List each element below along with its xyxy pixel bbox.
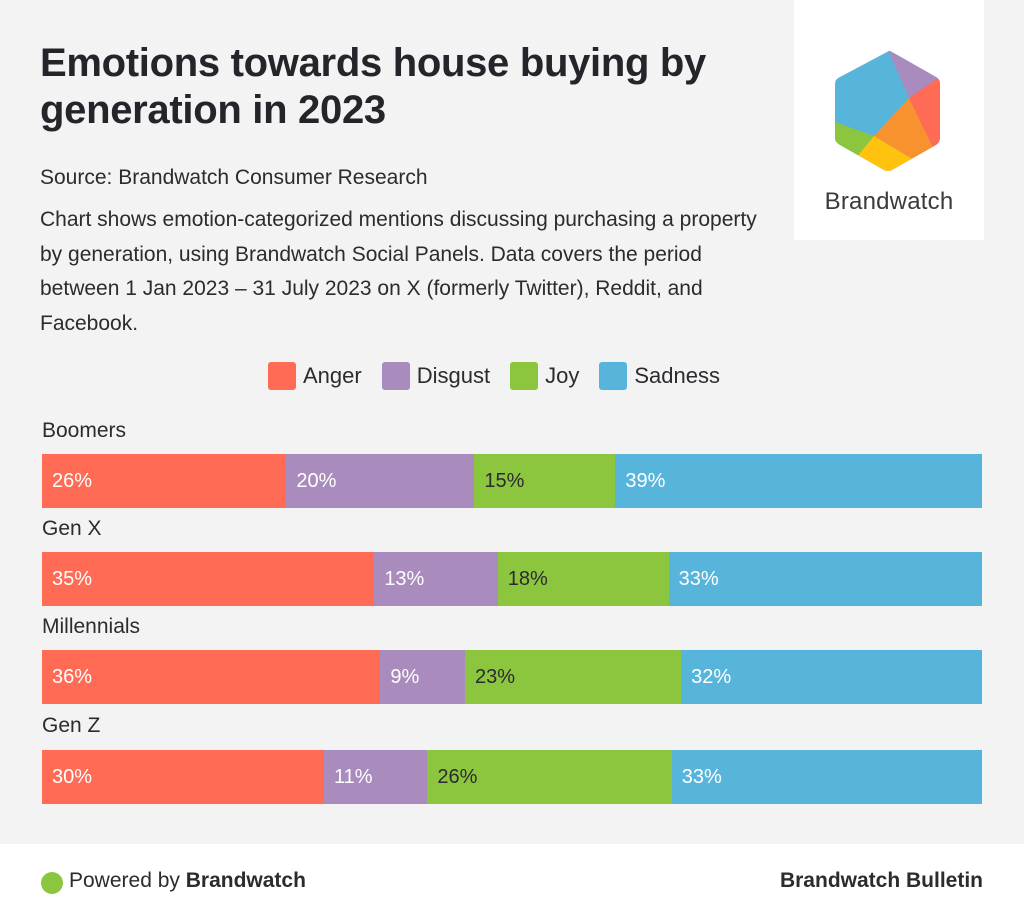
legend-label: Anger bbox=[303, 363, 362, 388]
brandwatch-logo: Brandwatch bbox=[794, 0, 984, 240]
legend-label: Disgust bbox=[416, 363, 491, 388]
bar-segment-disgust: 20% bbox=[286, 454, 475, 508]
legend-item-sadness: Sadness bbox=[599, 362, 720, 390]
bar-segment-joy: 18% bbox=[497, 552, 669, 606]
chart-title: Emotions towards house buying by generat… bbox=[40, 41, 707, 132]
chart-description: Chart shows emotion-categorized mentions… bbox=[40, 208, 757, 335]
category-label: Gen X bbox=[42, 517, 102, 540]
category-label: Millennials bbox=[42, 615, 141, 638]
bar-segment-sadness: 33% bbox=[671, 750, 982, 804]
bar-segment-disgust: 9% bbox=[380, 650, 465, 704]
bar-segment-joy: 15% bbox=[474, 454, 616, 508]
legend-label: Sadness bbox=[634, 363, 720, 388]
bar-segment-joy: 23% bbox=[464, 650, 682, 704]
powered-by: Powered by Brandwatch bbox=[69, 869, 306, 893]
bar-row-millennials: 36% 9% 23% 32% bbox=[42, 650, 982, 704]
category-label: Boomers bbox=[42, 419, 127, 442]
powered-by-brand: Brandwatch bbox=[185, 869, 306, 892]
legend-swatch-joy bbox=[510, 362, 539, 390]
category-label: Gen Z bbox=[42, 714, 101, 737]
legend-swatch-anger bbox=[268, 362, 296, 390]
bar-segment-anger: 30% bbox=[42, 750, 324, 804]
bar-segment-anger: 36% bbox=[42, 650, 381, 704]
chart-legend: Anger Disgust Joy Sadness bbox=[268, 360, 740, 392]
bar-segment-joy: 26% bbox=[427, 750, 672, 804]
footer: Powered by Brandwatch Brandwatch Bulleti… bbox=[0, 844, 1024, 920]
bar-segment-sadness: 32% bbox=[681, 650, 982, 704]
bar-segment-anger: 35% bbox=[42, 552, 375, 606]
bar-row-boomers: 26% 20% 15% 39% bbox=[42, 454, 982, 508]
legend-item-joy: Joy bbox=[510, 362, 579, 390]
bar-segment-anger: 26% bbox=[42, 454, 287, 508]
legend-swatch-sadness bbox=[599, 362, 628, 390]
bar-row-gen-z: 30% 11% 26% 33% bbox=[42, 750, 982, 804]
bar-segment-sadness: 33% bbox=[668, 552, 982, 606]
logo-wordmark: Brandwatch bbox=[824, 188, 954, 215]
bar-segment-disgust: 11% bbox=[324, 750, 428, 804]
logo-segment-red bbox=[909, 74, 940, 150]
brandwatch-bulletin-label: Brandwatch Bulletin bbox=[779, 869, 983, 892]
bar-segment-disgust: 13% bbox=[374, 552, 498, 606]
legend-label: Joy bbox=[545, 363, 580, 388]
logo-segment-orange bbox=[874, 98, 934, 160]
legend-swatch-disgust bbox=[381, 362, 410, 390]
legend-item-anger: Anger bbox=[268, 362, 362, 390]
legend-item-disgust: Disgust bbox=[381, 362, 491, 390]
chart-source: Source: Brandwatch Consumer Research bbox=[40, 166, 428, 189]
green-dot-icon bbox=[41, 872, 63, 894]
bar-segment-sadness: 39% bbox=[615, 454, 982, 508]
brandwatch-hexagon-logo-icon bbox=[835, 51, 940, 171]
bar-row-gen-x: 35% 13% 18% 33% bbox=[42, 552, 982, 606]
powered-by-label: Powered by bbox=[69, 869, 180, 892]
